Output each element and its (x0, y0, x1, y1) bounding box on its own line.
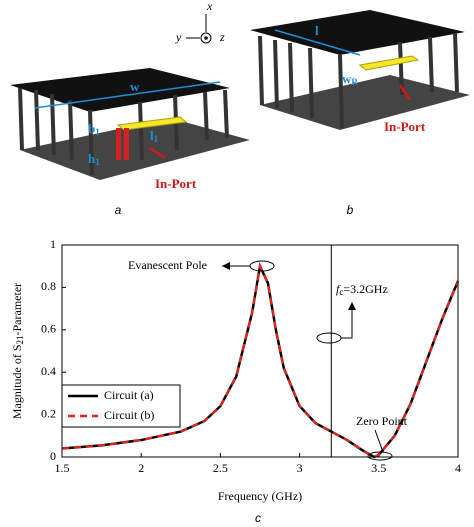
legend-label: Circuit (a) (104, 388, 154, 402)
x-tick-label: 2.5 (213, 461, 228, 475)
series-line (61, 262, 460, 459)
label-wr: wR (342, 71, 358, 87)
pole-annotation: Evanescent Pole (128, 258, 207, 272)
legend-box (61, 384, 181, 428)
x-tick-label: 2 (138, 461, 144, 475)
y-tick-label: 0.8 (41, 279, 56, 293)
model-b (250, 10, 470, 130)
caption-a: a (115, 203, 122, 217)
label-b1: b1 (88, 121, 100, 137)
series-line (61, 262, 460, 459)
axis-y: y (175, 30, 182, 44)
caption-b: b (347, 203, 354, 217)
y-axis-label: Magnitude of S21-Parameter (10, 283, 25, 419)
y-tick-label: 1 (50, 237, 56, 251)
label-h1: h1 (88, 151, 100, 167)
legend-label: Circuit (b) (104, 408, 154, 422)
legend: Circuit (a) Circuit (b) (61, 384, 181, 428)
in-port-a: In-Port (155, 176, 197, 191)
model-a (10, 68, 250, 180)
label-w: w (130, 79, 140, 94)
plot-frame (61, 244, 459, 458)
label-l1: l1 (150, 128, 159, 144)
axis-x: x (206, 0, 213, 13)
caption-c: c (255, 511, 261, 525)
zero-annotation: Zero Point (356, 414, 408, 428)
y-tick-label: 0.2 (41, 406, 56, 420)
label-l: l (315, 23, 319, 38)
in-port-b: In-Port (384, 119, 426, 134)
x-tick-label: 3.5 (371, 461, 386, 475)
axis-z: z (219, 30, 225, 44)
x-tick-label: 1.5 (55, 461, 70, 475)
x-tick-label: 3 (297, 461, 303, 475)
plot: 1.5 2 2.5 3 3.5 4 0 0.2 0.4 0.6 0.8 1 (41, 237, 461, 475)
fc-annotation: fc=3.2GHz (336, 282, 388, 297)
x-axis-label: Frequency (GHz) (218, 489, 302, 503)
y-tick-label: 0 (50, 449, 56, 463)
x-tick-label: 4 (455, 461, 461, 475)
y-tick-label: 0.6 (41, 322, 56, 336)
y-tick-label: 0.4 (41, 364, 56, 378)
